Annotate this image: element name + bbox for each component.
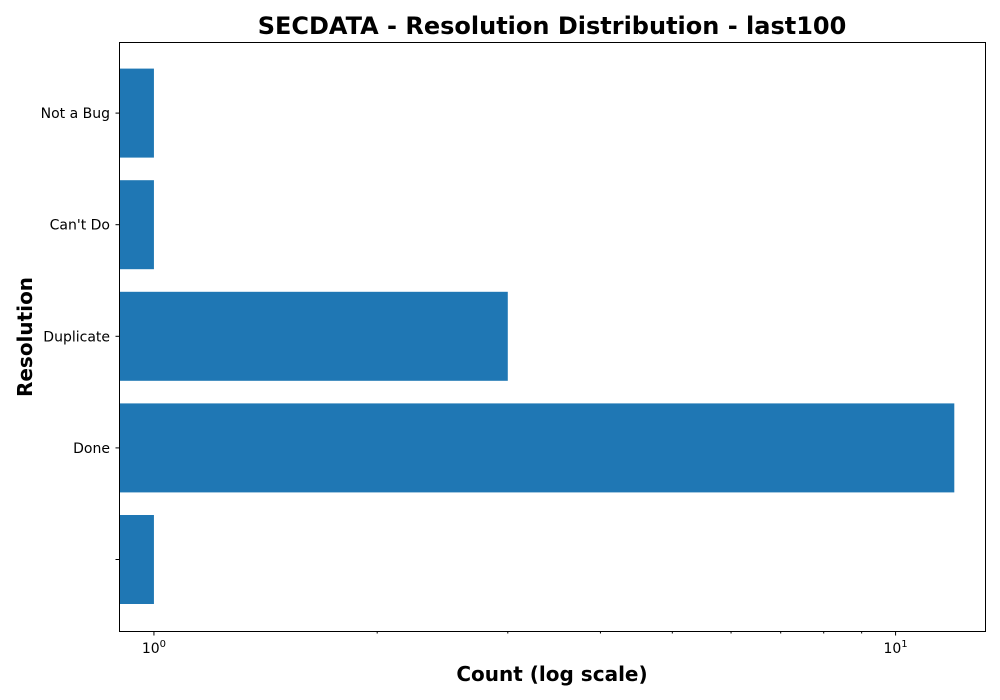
- x-axis-label: Count (log scale): [456, 662, 647, 686]
- y-tick-label: Can't Do: [50, 218, 110, 234]
- x-tick-label: 101: [883, 639, 907, 657]
- plot-frame: [119, 42, 986, 632]
- bar: [120, 291, 508, 381]
- y-tick-label: Not a Bug: [41, 106, 110, 122]
- x-axis-ticks: 100 101: [142, 631, 908, 657]
- bar: [120, 68, 154, 158]
- x-tick-label: 100: [142, 639, 166, 657]
- bar: [120, 515, 154, 604]
- y-axis-label: Resolution: [13, 277, 37, 397]
- bar: [120, 180, 154, 270]
- bars: [120, 68, 955, 604]
- chart-title: SECDATA - Resolution Distribution - last…: [258, 12, 847, 40]
- y-axis-ticks: Done Duplicate Can't Do Not a Bug: [41, 106, 120, 560]
- bar: [120, 403, 955, 493]
- y-tick-label: Done: [73, 441, 110, 457]
- y-tick-label: Duplicate: [43, 329, 110, 345]
